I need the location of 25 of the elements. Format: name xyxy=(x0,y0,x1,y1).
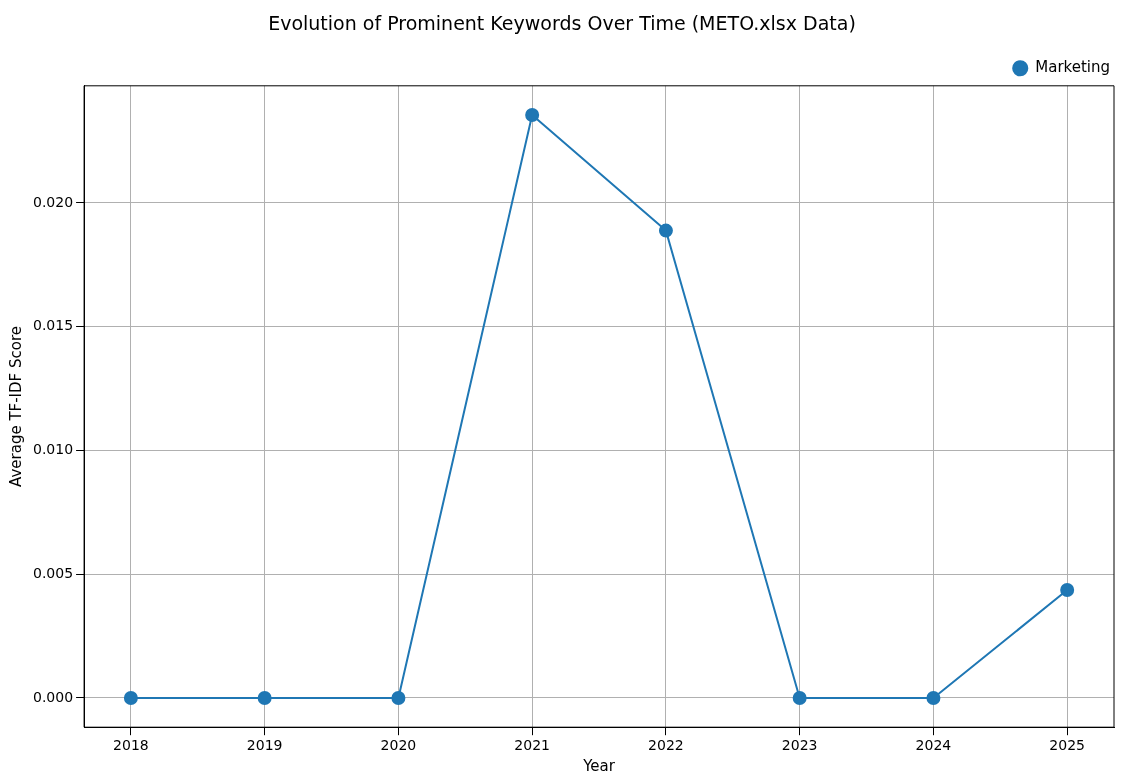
y-tick-label: 0.005 xyxy=(32,564,74,581)
y-axis-title: Average TF-IDF Score xyxy=(6,326,25,487)
y-tick-label: 0.010 xyxy=(32,441,74,458)
point xyxy=(792,690,807,705)
point xyxy=(1060,583,1075,598)
x-tick-label: 2025 xyxy=(1049,737,1086,754)
x-axis-title: Year xyxy=(582,756,616,775)
point xyxy=(525,108,540,123)
x-tick-label: 2023 xyxy=(781,737,818,754)
point xyxy=(123,690,138,705)
x-tick-label: 2019 xyxy=(246,737,283,754)
x-tick-label: 2024 xyxy=(915,737,952,754)
x-tick-label: 2022 xyxy=(648,737,684,754)
y-tick-label: 0.015 xyxy=(32,317,74,334)
chart-title: Evolution of Prominent Keywords Over Time (METO.xlsx Data) xyxy=(268,12,856,35)
point xyxy=(257,690,272,705)
y-tick-label: 0.000 xyxy=(32,688,74,705)
point xyxy=(926,690,941,705)
point xyxy=(658,223,673,238)
point xyxy=(391,690,406,705)
x-tick-label: 2021 xyxy=(514,737,550,754)
x-tick-label: 2020 xyxy=(380,737,417,754)
y-tick-label: 0.020 xyxy=(32,193,74,210)
x-tick-label: 2018 xyxy=(113,737,149,754)
legend-label: Marketing xyxy=(1035,58,1111,77)
